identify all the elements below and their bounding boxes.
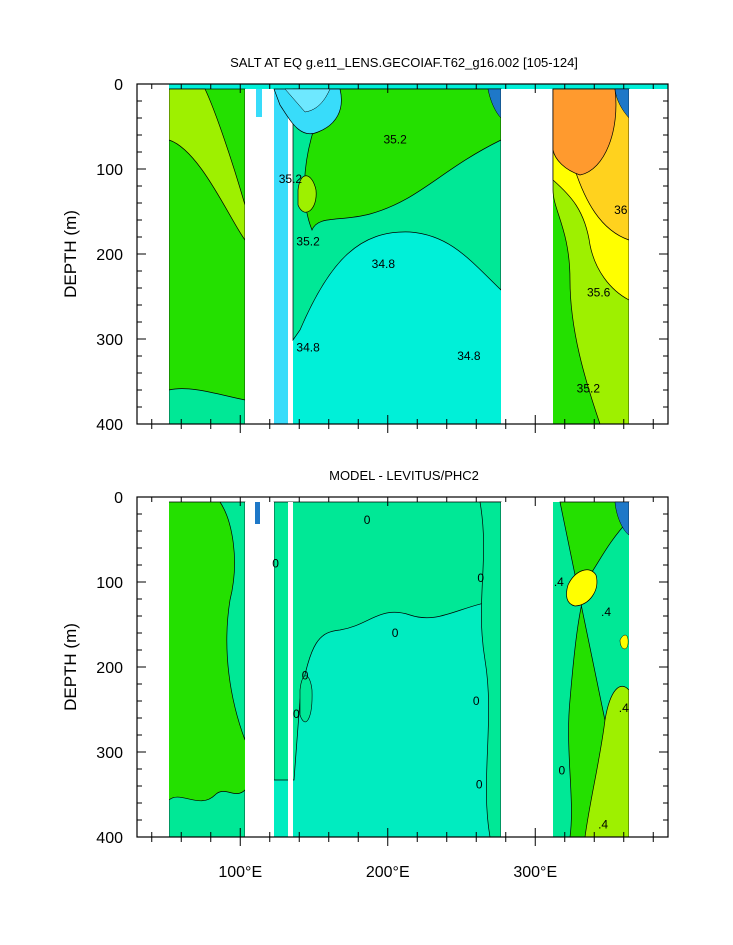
contour-label: 0 — [272, 556, 279, 570]
contour-label: 34.8 — [296, 341, 320, 355]
contour-label: 0 — [302, 669, 309, 683]
y-tick-label: 300 — [96, 332, 123, 349]
contour-label: 34.8 — [372, 257, 396, 271]
contour-label: .4 — [601, 605, 611, 619]
contour-label: 35.6 — [587, 285, 611, 299]
contour-label: 0 — [392, 626, 399, 640]
contour-label: 0 — [293, 707, 300, 721]
contour-label: .4 — [619, 701, 629, 715]
panel-1-ticks: 0 100 200 300 400 — [96, 77, 668, 434]
contour-label: 36 — [614, 203, 628, 217]
contour-label: 0 — [473, 694, 480, 708]
contour-label: 35.2 — [279, 172, 303, 186]
panel-1-field — [137, 84, 668, 424]
contour-label: .4 — [598, 817, 608, 831]
x-tick-label: 300°E — [513, 864, 557, 881]
panel-2-ticks: 0 100 200 300 400 100°E 200°E 300°E — [96, 490, 668, 881]
y-tick-label: 100 — [96, 162, 123, 179]
contour-label: 0 — [476, 777, 483, 791]
x-tick-label: 200°E — [366, 864, 410, 881]
y-tick-label: 200 — [96, 660, 123, 677]
contour-label: .4 — [554, 575, 564, 589]
contour-label: 0 — [364, 513, 371, 527]
panel-2-title: MODEL - LEVITUS/PHC2 — [329, 468, 479, 483]
panel-2-contour-labels: 0 0 0 0 0 0 0 0 0 .4 .4 .4 .4 — [272, 513, 629, 831]
x-tick-label: 100°E — [218, 864, 262, 881]
y-tick-label: 400 — [96, 417, 123, 434]
panel-1-ylabel: DEPTH (m) — [61, 210, 80, 298]
contour-label: 0 — [558, 764, 565, 778]
y-tick-label: 200 — [96, 247, 123, 264]
y-tick-label: 400 — [96, 830, 123, 847]
contour-label: 35.2 — [296, 234, 320, 248]
y-tick-label: 0 — [114, 490, 123, 507]
contour-label: 35.2 — [577, 381, 601, 395]
panel-2-ylabel: DEPTH (m) — [61, 623, 80, 711]
contour-label: 34.8 — [457, 349, 481, 363]
contour-label: 35.2 — [383, 132, 407, 146]
panel-2-field — [137, 497, 668, 837]
y-tick-label: 300 — [96, 745, 123, 762]
panel-1-title: SALT AT EQ g.e11_LENS.GECOIAF.T62_g16.00… — [230, 55, 578, 70]
y-tick-label: 100 — [96, 575, 123, 592]
contour-label: 0 — [477, 571, 484, 585]
panel-1-contour-labels: 35.2 35.2 35.2 34.8 34.8 34.8 36 35.6 35.2 — [279, 132, 628, 395]
y-tick-label: 0 — [114, 77, 123, 94]
